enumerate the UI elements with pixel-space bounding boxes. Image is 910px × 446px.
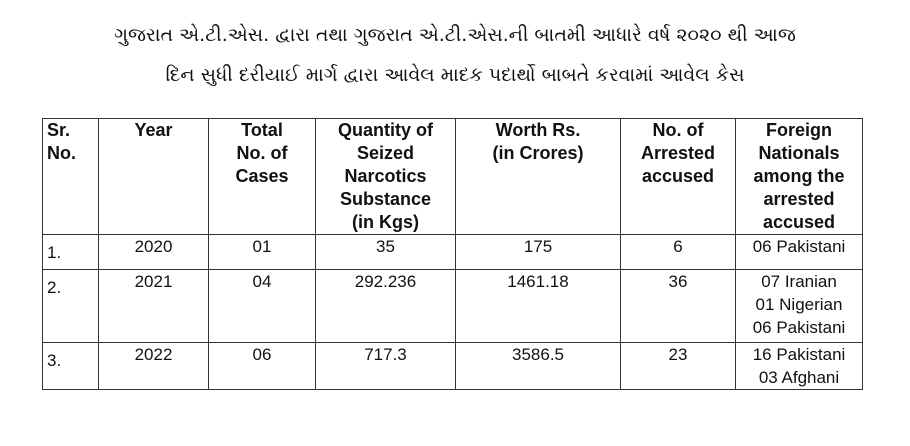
cell-line: 04	[252, 272, 272, 291]
cell-line: 2022	[134, 345, 173, 364]
cell-line: Total	[241, 120, 283, 140]
cell-line: Narcotics	[344, 166, 427, 186]
cell-line: Cases	[235, 166, 289, 186]
cell-line: No. of	[236, 143, 288, 163]
cell-line: 06 Pakistani	[752, 237, 846, 256]
table-cell: 717.3	[315, 342, 456, 390]
table-cell: 35	[315, 234, 456, 270]
cell-line: accused	[762, 212, 836, 232]
table-cell: 1461.18	[455, 269, 621, 343]
table-cell: 175	[455, 234, 621, 270]
table-cell: 23	[620, 342, 736, 390]
table-cell: 36	[620, 269, 736, 343]
table-cell: 2021	[98, 269, 209, 343]
table-cell: 2022	[98, 342, 209, 390]
data-table: Sr. No. Year Total No. of Cases Quantity of Sei…	[42, 118, 863, 390]
cell-line: Foreign	[766, 120, 832, 140]
cell-line: 6	[673, 237, 683, 256]
cell-line: Quantity of	[338, 120, 433, 140]
cell-line: 36	[668, 272, 688, 291]
cell-line: No. of	[652, 120, 704, 140]
cell-line: 01	[252, 237, 272, 256]
cell-line: Arrested	[640, 143, 716, 163]
cell-line: 2020	[134, 237, 173, 256]
cell-line: 01 Nigerian	[755, 295, 843, 314]
cell-line: 717.3	[364, 345, 407, 364]
column-header: Sr. No.	[42, 118, 99, 235]
cell-line: 16 Pakistani	[752, 345, 846, 364]
table-cell: 01	[208, 234, 316, 270]
title-line: ગુજરાત એ.ટી.એસ. દ્વારા તથા ગુજરાત એ.ટી.એ…	[114, 24, 796, 46]
column-header: No. of Arrested accused	[620, 118, 736, 235]
table-cell: 16 Pakistani 03 Afghani	[735, 342, 863, 390]
cell-line: 1461.18	[507, 272, 569, 291]
table-cell: 292.236	[315, 269, 456, 343]
header-row: Sr. No. Year Total No. of Cases Quantity of Sei…	[42, 118, 863, 235]
cell-line: 1.	[47, 243, 62, 262]
cell-line: Year	[134, 120, 173, 140]
cell-line: 2021	[134, 272, 173, 291]
cell-line: among the	[753, 166, 845, 186]
column-header: Year	[98, 118, 209, 235]
table-cell: 2020	[98, 234, 209, 270]
cell-line: 03 Afghani	[758, 368, 840, 387]
cell-line: 23	[668, 345, 688, 364]
table-cell: 04	[208, 269, 316, 343]
cell-line: (in Kgs)	[352, 212, 419, 232]
cell-line: 175	[523, 237, 553, 256]
cell-line: Seized	[356, 143, 415, 163]
column-header: Worth Rs. (in Crores)	[455, 118, 621, 235]
column-header: Foreign Nationals among the arrested accused	[735, 118, 863, 235]
cell-line: Sr.	[47, 120, 71, 140]
cell-line: Worth Rs.	[495, 120, 581, 140]
table-cell: 1.	[42, 234, 99, 270]
table-row: 1. 2020 01 35 175 6 06 Pakistani	[42, 234, 863, 270]
cell-line: (in Crores)	[492, 143, 584, 163]
cell-line: 3586.5	[512, 345, 564, 364]
cell-line: arrested	[763, 189, 835, 209]
table-cell: 3586.5	[455, 342, 621, 390]
table-cell: 2.	[42, 269, 99, 343]
column-header: Quantity of Seized Narcotics Substance (in K…	[315, 118, 456, 235]
table-cell: 06	[208, 342, 316, 390]
cell-line: 292.236	[354, 272, 417, 291]
table-cell: 06 Pakistani	[735, 234, 863, 270]
cell-line: Substance	[339, 189, 432, 209]
table-cell: 07 Iranian 01 Nigerian 06 Pakistani	[735, 269, 863, 343]
table-cell: 6	[620, 234, 736, 270]
cell-line: 3.	[47, 351, 62, 370]
table-row: 3. 2022 06 717.3 3586.5 23 16 Pakistani 03 Afgh…	[42, 342, 863, 390]
cell-line: accused	[641, 166, 715, 186]
cell-line: No.	[47, 143, 76, 163]
cell-line: 35	[376, 237, 395, 256]
cell-line: 2.	[47, 278, 62, 297]
title-line: દિન સુધી દરીયાઈ માર્ગ દ્વારા આવેલ માદક પ…	[165, 64, 745, 86]
cell-line: 07 Iranian	[761, 272, 837, 291]
table-cell: 3.	[42, 342, 99, 390]
column-header: Total No. of Cases	[208, 118, 316, 235]
cell-line: 06	[252, 345, 272, 364]
table-row: 2. 2021 04 292.236 1461.18 36 07 Iranian 01 Nig…	[42, 269, 863, 343]
cell-line: Nationals	[758, 143, 840, 163]
cell-line: 06 Pakistani	[752, 318, 846, 337]
